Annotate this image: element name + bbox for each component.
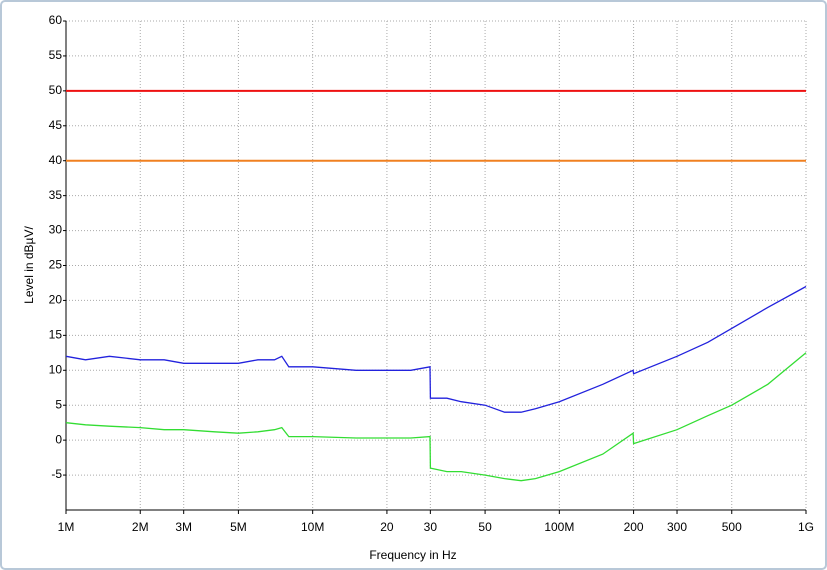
x-tick-label: 1M (58, 520, 75, 534)
x-tick-label: 300 (667, 520, 687, 534)
x-tick-label: 200 (624, 520, 644, 534)
x-tick-label: 5M (230, 520, 247, 534)
series-line (65, 285, 807, 413)
x-tick-label: 500 (722, 520, 742, 534)
y-axis-label: Level in dBµV/ (22, 226, 36, 304)
x-tick-label: 20 (380, 520, 394, 534)
y-tick-label: 25 (49, 258, 63, 272)
y-tick-label: 15 (49, 328, 63, 342)
series-line (65, 352, 807, 482)
x-tick-label: 1G (798, 520, 814, 534)
y-tick-label: 0 (55, 432, 62, 446)
x-tick-label: 30 (424, 520, 438, 534)
y-tick-label: 55 (49, 48, 63, 62)
x-tick-label: 50 (478, 520, 492, 534)
x-tick-label: 100M (544, 520, 574, 534)
x-tick-label: 3M (175, 520, 192, 534)
y-tick-label: 35 (49, 188, 63, 202)
x-axis-label: Frequency in Hz (369, 548, 456, 562)
y-tick-label: 45 (49, 118, 63, 132)
x-tick-label: 2M (132, 520, 149, 534)
y-tick-label: 10 (49, 362, 63, 376)
y-tick-label: 30 (49, 223, 63, 237)
y-tick-label: -5 (51, 467, 62, 481)
y-tick-label: 5 (55, 397, 62, 411)
y-tick-label: 20 (49, 293, 63, 307)
y-tick-label: 60 (49, 13, 63, 27)
y-tick-label: 40 (49, 153, 63, 167)
x-tick-label: 10M (301, 520, 324, 534)
y-tick-label: 50 (49, 83, 63, 97)
